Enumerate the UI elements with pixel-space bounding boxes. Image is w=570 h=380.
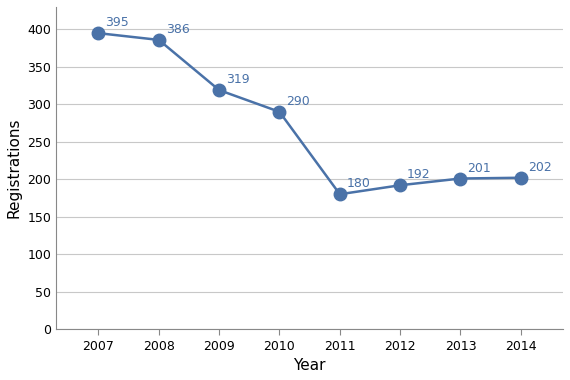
Y-axis label: Registrations: Registrations <box>7 118 22 218</box>
Text: 290: 290 <box>286 95 310 108</box>
Text: 319: 319 <box>226 73 250 86</box>
Text: 386: 386 <box>166 23 189 36</box>
Text: 180: 180 <box>347 177 370 190</box>
Text: 202: 202 <box>528 161 552 174</box>
Text: 201: 201 <box>467 162 491 174</box>
Text: 395: 395 <box>105 16 129 29</box>
Text: 192: 192 <box>407 168 431 181</box>
X-axis label: Year: Year <box>294 358 326 373</box>
